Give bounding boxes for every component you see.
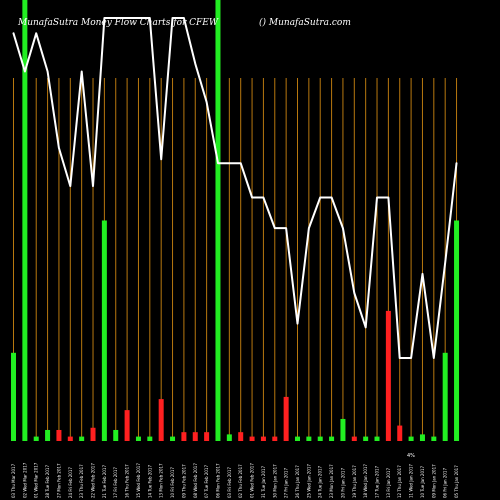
volume-bar <box>170 436 176 441</box>
volume-bar <box>385 310 391 441</box>
volume-bar <box>408 436 414 441</box>
volume-bar <box>363 436 369 441</box>
x-tick-label: 24 Tue Jan 2017 <box>318 465 323 498</box>
volume-bar <box>215 0 221 441</box>
x-tick-label: 20 Fri Jan 2017 <box>340 468 345 498</box>
x-tick-label: 27 Mon Feb 2017 <box>56 463 61 498</box>
volume-bar <box>90 427 96 441</box>
x-tick-label: 13 Mon Feb 2017 <box>159 463 164 498</box>
volume-bar <box>329 436 335 441</box>
x-tick-label: 13 Fri Jan 2017 <box>386 468 391 498</box>
x-tick-label: 23 Mon Jan 2017 <box>329 464 334 498</box>
x-tick-label: 27 Fri Jan 2017 <box>284 468 289 498</box>
x-tick-label: 19 Thu Jan 2017 <box>352 465 357 498</box>
x-tick-label: 01 Wed Mar 2017 <box>34 462 39 498</box>
bar-layer <box>11 0 460 441</box>
x-tick-label: 02 Thu Feb 2017 <box>238 464 243 498</box>
x-tick-label: 10 Fri Feb 2017 <box>170 467 175 498</box>
tick-layer: 03 Thu Mar 2017 02 Wed Mar 2017 01 Wed Mar… <box>11 462 459 498</box>
x-tick-label: 25 Wed Jan 2017 <box>306 464 311 498</box>
volume-bar <box>101 220 107 441</box>
volume-bar <box>306 436 312 441</box>
volume-bar <box>67 436 73 441</box>
volume-bar <box>419 434 425 441</box>
x-tick-label: 03 Fri Feb 2017 <box>227 467 232 498</box>
x-tick-label: 24 Fri Feb 2017 <box>68 467 73 498</box>
volume-bar <box>295 436 300 441</box>
volume-bar <box>33 436 39 441</box>
money-flow-line <box>12 17 458 359</box>
volume-bar <box>192 432 198 441</box>
x-tick-label: 05 Thu Jan 2017 <box>454 465 459 498</box>
volume-bar <box>431 436 437 441</box>
volume-bar <box>181 432 187 441</box>
x-tick-label: 09 Thu Feb 2017 <box>181 464 186 498</box>
line-layer <box>12 17 458 359</box>
volume-bar <box>283 396 289 441</box>
x-tick-label: 08 Wed Feb 2017 <box>193 463 198 498</box>
x-tick-label: 22 Wed Feb 2017 <box>91 463 96 498</box>
volume-bar <box>374 436 380 441</box>
volume-bar <box>238 432 244 441</box>
x-tick-label: 28 Tue Feb 2017 <box>45 465 50 498</box>
x-tick-label: 07 Tue Feb 2017 <box>204 465 209 498</box>
volume-bar <box>249 436 255 441</box>
x-tick-label: 21 Tue Feb 2017 <box>102 465 107 498</box>
x-tick-label: 03 Thu Mar 2017 <box>11 463 16 498</box>
volume-bar <box>272 436 278 441</box>
volume-bar <box>317 436 323 441</box>
volume-bar <box>204 432 210 441</box>
volume-bar <box>56 429 62 441</box>
x-tick-label: 02 Wed Mar 2017 <box>22 462 27 498</box>
x-tick-label: 14 Tue Feb 2017 <box>147 465 152 498</box>
x-tick-label: 09 Mon Jan 2017 <box>431 464 436 498</box>
x-tick-label: 16 Thu Feb 2017 <box>125 464 130 498</box>
x-tick-label: 17 Fri Feb 2017 <box>113 467 118 498</box>
volume-bar <box>147 436 153 441</box>
volume-bar <box>79 436 85 441</box>
x-tick-label: 26 Thu Jan 2017 <box>295 465 300 498</box>
volume-bar <box>22 0 28 441</box>
site-credit: () MunafaSutra.com <box>259 17 351 28</box>
volume-bar <box>351 436 357 441</box>
volume-bar <box>340 418 346 441</box>
volume-bar <box>11 352 16 441</box>
x-tick-label: 31 Tue Jan 2017 <box>261 465 266 498</box>
volume-bar <box>113 429 119 441</box>
x-tick-label: 12 Thu Jan 2017 <box>397 465 402 498</box>
percent-annotation: 4% <box>407 453 415 459</box>
volume-bar <box>158 399 164 441</box>
volume-bar <box>135 436 141 441</box>
chart-title: MunafaSutra Money Flow Charts for CFEW <box>17 18 219 28</box>
x-tick-label: 11 Wed Jan 2017 <box>409 464 414 498</box>
volume-bar <box>45 429 51 441</box>
volume-bar <box>397 425 403 441</box>
x-tick-label: 10 Tue Jan 2017 <box>420 465 425 498</box>
x-tick-label: 06 Mon Feb 2017 <box>216 463 221 498</box>
x-tick-label: 18 Wed Jan 2017 <box>363 464 368 498</box>
x-tick-label: 30 Mon Jan 2017 <box>272 464 277 498</box>
x-tick-label: 15 Wed Feb 2017 <box>136 463 141 498</box>
x-tick-label: 01 Wed Feb 2017 <box>250 463 255 498</box>
volume-bar <box>442 352 448 441</box>
volume-bar <box>260 436 266 441</box>
volume-bar <box>124 410 130 441</box>
x-tick-label: 23 Thu Feb 2017 <box>79 464 84 498</box>
volume-bar <box>226 434 232 441</box>
volume-bar <box>454 220 460 441</box>
x-tick-label: 06 Fri Jan 2017 <box>443 468 448 498</box>
x-tick-label: 17 Tue Jan 2017 <box>375 465 380 498</box>
